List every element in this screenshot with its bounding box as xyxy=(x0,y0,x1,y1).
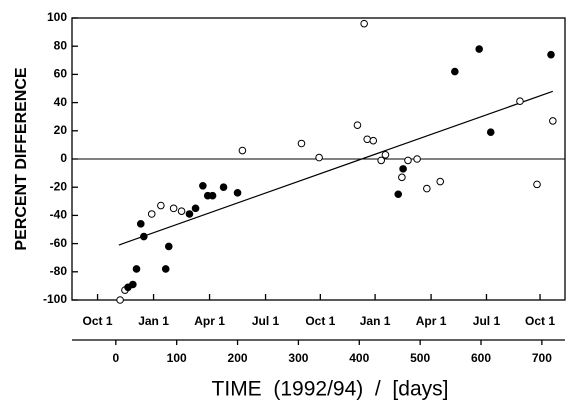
point xyxy=(475,45,483,53)
point xyxy=(516,97,524,105)
x-tick-label: 300 xyxy=(288,351,308,365)
point xyxy=(140,232,148,241)
y-tick-label: -80 xyxy=(50,264,68,278)
point xyxy=(157,201,165,210)
x-tick-label: 100 xyxy=(167,351,187,365)
point xyxy=(147,210,156,218)
y-axis-label: PERCENT DIFFERENCE xyxy=(13,67,30,250)
y-tick-label: 60 xyxy=(54,67,68,81)
x2-tick-label: Jan 1 xyxy=(138,314,169,328)
point xyxy=(164,242,173,251)
x2-tick-label: Apr 1 xyxy=(194,314,225,328)
point xyxy=(399,165,407,173)
point xyxy=(363,135,371,144)
y-tick-label: 40 xyxy=(54,95,68,109)
x2-tick-label: Oct 1 xyxy=(525,314,555,328)
point xyxy=(132,265,141,273)
y-tick-label: -100 xyxy=(43,292,67,306)
point xyxy=(486,128,495,137)
point xyxy=(208,191,217,200)
x-tick-label: 700 xyxy=(532,351,552,365)
y-tick-label: -20 xyxy=(50,179,68,193)
point xyxy=(185,210,194,218)
point xyxy=(436,177,445,186)
point xyxy=(297,139,306,148)
y-tick-label: 0 xyxy=(60,151,67,165)
fit-line xyxy=(118,90,554,246)
point xyxy=(369,136,378,145)
point xyxy=(413,155,421,163)
x-tick-label: 400 xyxy=(349,351,369,365)
point xyxy=(136,220,145,228)
point xyxy=(116,296,124,304)
point xyxy=(177,207,186,215)
point xyxy=(238,146,247,155)
y-tick-label: 20 xyxy=(54,123,68,137)
x-tick-label: 0 xyxy=(112,351,119,365)
point xyxy=(377,156,385,165)
point xyxy=(315,153,323,162)
point xyxy=(398,173,406,182)
point xyxy=(549,117,557,125)
point xyxy=(161,265,170,273)
y-tick-label: -40 xyxy=(50,208,68,222)
x2-tick-label: Jan 1 xyxy=(360,314,391,328)
point xyxy=(360,19,368,28)
point xyxy=(353,121,362,129)
y-tick-label: 80 xyxy=(54,38,68,52)
point xyxy=(547,50,555,59)
point xyxy=(233,189,242,197)
x-tick-label: 600 xyxy=(471,351,491,365)
point xyxy=(451,67,459,76)
point xyxy=(191,204,200,213)
x2-tick-label: Oct 1 xyxy=(305,314,335,328)
x2-tick-label: Jul 1 xyxy=(252,314,280,328)
point xyxy=(394,190,403,199)
y-tick-label: 100 xyxy=(47,10,67,24)
point xyxy=(219,183,228,191)
x-tick-label: 200 xyxy=(228,351,248,365)
x-tick-label: 500 xyxy=(410,351,430,365)
point xyxy=(533,180,541,189)
point xyxy=(423,184,431,193)
point xyxy=(404,156,412,165)
x2-tick-label: Oct 1 xyxy=(83,314,113,328)
point xyxy=(129,280,137,289)
x2-tick-label: Jul 1 xyxy=(473,314,501,328)
point xyxy=(199,181,207,190)
x2-tick-label: Apr 1 xyxy=(416,314,447,328)
point xyxy=(381,150,390,159)
x-axis-label: TIME (1992/94) / [days] xyxy=(212,378,449,401)
point xyxy=(169,204,178,213)
y-tick-label: -60 xyxy=(50,236,68,250)
